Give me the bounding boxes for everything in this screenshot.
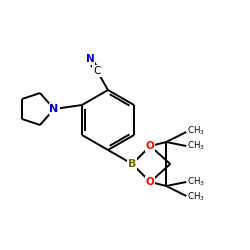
Text: N: N: [86, 54, 94, 64]
Text: CH$_3$: CH$_3$: [187, 140, 205, 152]
Text: CH$_3$: CH$_3$: [187, 176, 205, 188]
Text: N: N: [50, 104, 59, 114]
Text: C: C: [93, 66, 101, 76]
Text: O: O: [146, 177, 154, 187]
Text: B: B: [128, 159, 136, 169]
Text: CH$_3$: CH$_3$: [187, 125, 205, 137]
Text: CH$_3$: CH$_3$: [187, 191, 205, 203]
Text: O: O: [146, 141, 154, 151]
